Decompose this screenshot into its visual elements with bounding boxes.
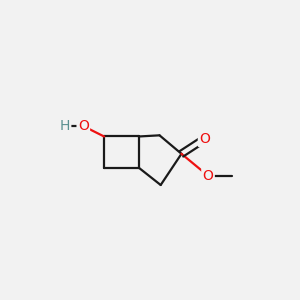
Text: O: O xyxy=(202,169,214,183)
Text: O: O xyxy=(199,132,210,146)
Text: H: H xyxy=(60,119,70,133)
Text: O: O xyxy=(78,119,89,133)
